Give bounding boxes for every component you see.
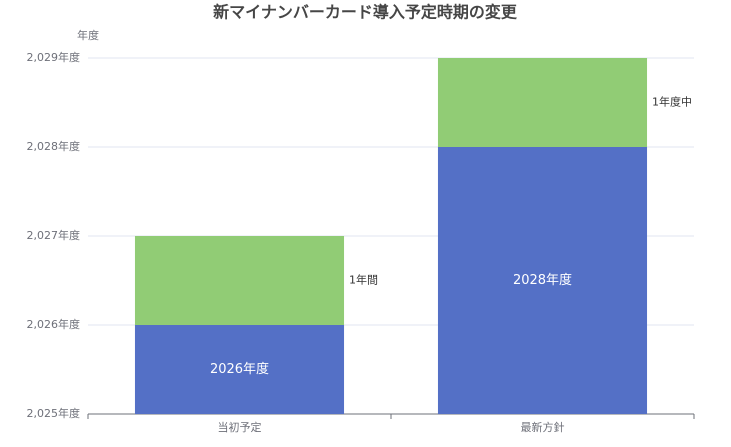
y-tick-label: 2,028年度 — [27, 139, 81, 153]
y-axis-label: 年度 — [77, 28, 99, 42]
chart-title: 新マイナンバーカード導入予定時期の変更 — [213, 3, 518, 22]
y-tick-label: 2,027年度 — [27, 228, 81, 242]
bar-segment — [134, 325, 345, 414]
y-tick-label: 2,026年度 — [27, 317, 81, 331]
y-tick-label: 2,025年度 — [27, 406, 81, 420]
y-tick-label: 2,029年度 — [27, 50, 81, 64]
data-label: 2028年度 — [513, 272, 572, 288]
bar-segment — [437, 58, 648, 147]
data-label: 1年度中 — [652, 95, 692, 109]
x-tick-label: 当初予定 — [218, 420, 262, 434]
data-label: 2026年度 — [210, 361, 269, 377]
data-label: 1年間 — [349, 273, 378, 287]
bar-segment — [134, 236, 345, 325]
x-tick-label: 最新方針 — [521, 420, 565, 434]
bar-segment — [437, 147, 648, 414]
